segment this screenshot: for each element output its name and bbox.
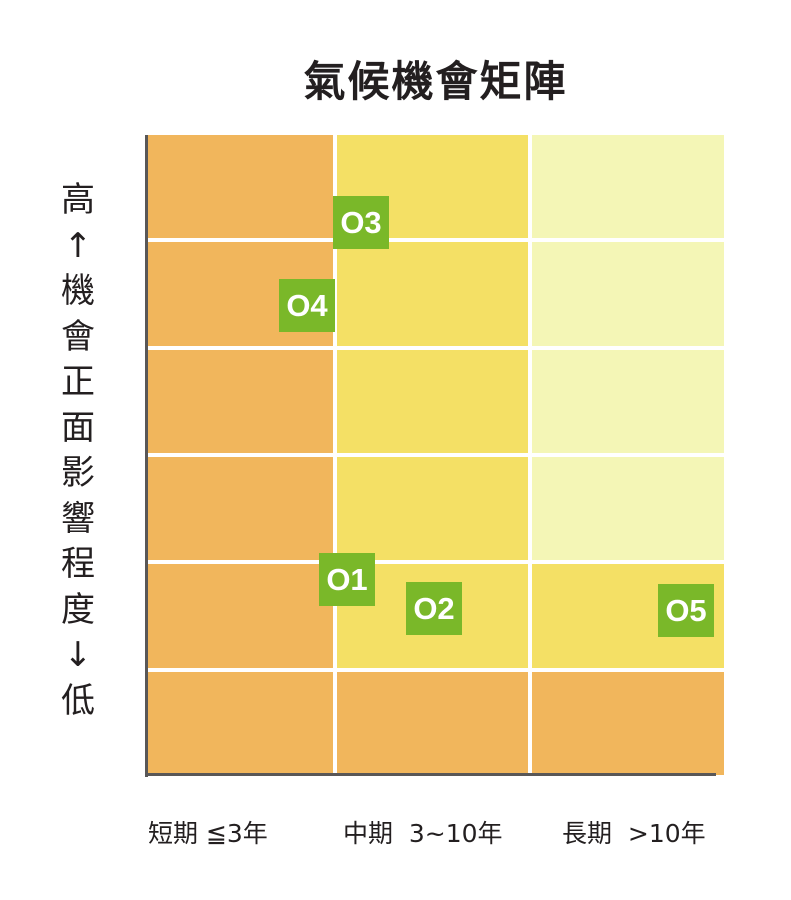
chart-title: 氣候機會矩陣 (303, 57, 568, 106)
y-label-char: 影 (61, 453, 95, 493)
y-label-char: 會 (61, 316, 95, 357)
opportunity-tag-o3[interactable]: O3 (333, 196, 389, 249)
matrix-cell (532, 242, 724, 346)
matrix-cell (145, 564, 333, 668)
matrix-cell (337, 349, 528, 453)
matrix-cell (532, 135, 724, 239)
y-label-char: 響 (61, 498, 95, 539)
x-label-mid-term: 中期 3~10年 (343, 819, 503, 848)
matrix-cell (532, 457, 724, 561)
x-label-short-term: 短期 ≦3年 (148, 819, 268, 848)
opportunity-tag-o4[interactable]: O4 (279, 279, 335, 332)
opportunity-matrix (145, 135, 724, 775)
opportunity-tag-o5[interactable]: O5 (658, 584, 714, 637)
y-axis-label: 高 ↑ 機 會 正 面 影 響 程 度 ↓ 低 (56, 178, 100, 724)
opportunity-tag-o1[interactable]: O1 (319, 553, 375, 606)
opportunity-tag-o2[interactable]: O2 (406, 582, 462, 635)
matrix-cell (337, 242, 528, 346)
matrix-cell (337, 671, 528, 775)
matrix-cell (532, 671, 724, 775)
y-label-char: 面 (61, 407, 95, 448)
y-label-char: 低 (61, 680, 95, 721)
y-label-char: 度 (61, 589, 95, 630)
x-axis-line (145, 773, 716, 776)
x-label-long-term: 長期 >10年 (562, 819, 706, 848)
matrix-cell (145, 349, 333, 453)
y-axis-line (145, 135, 148, 777)
y-label-char: ↑ (63, 225, 93, 266)
y-label-char: 高 (61, 180, 95, 220)
matrix-cell (145, 457, 333, 561)
y-label-char: 機 (61, 271, 95, 311)
matrix-cell (145, 135, 333, 239)
matrix-cell (532, 349, 724, 453)
matrix-cell (337, 457, 528, 561)
y-label-char: 正 (61, 362, 95, 402)
y-label-char: 程 (61, 544, 95, 584)
matrix-cell (145, 671, 333, 775)
y-label-char: ↓ (63, 635, 93, 675)
